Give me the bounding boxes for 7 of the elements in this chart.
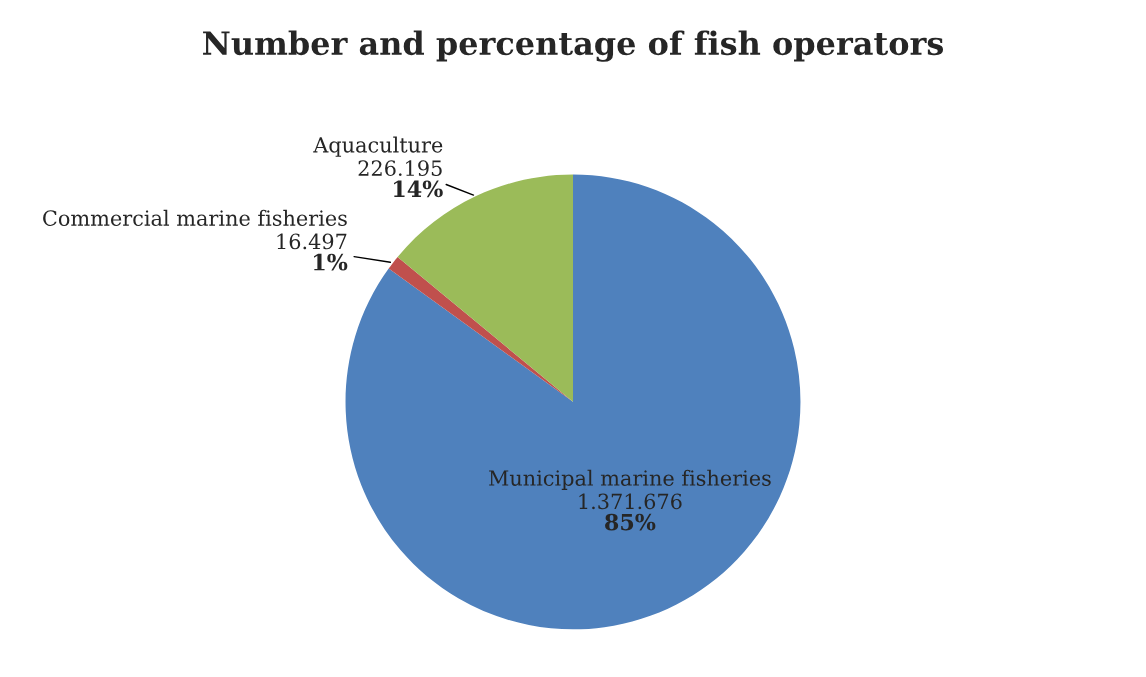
- data-label: 16.497 1%: [277, 233, 348, 271]
- slice-label: Municipal marine fisheries: [489, 469, 771, 490]
- data-label: 226.195 14%: [358, 160, 443, 198]
- data-label: 1.371.676 85%: [579, 493, 682, 531]
- slice-label: Commercial marine fisheries: [43, 209, 347, 226]
- slice-label: Aquaculture: [313, 136, 443, 157]
- chart-title: Number and percentage of fish operators: [203, 30, 944, 62]
